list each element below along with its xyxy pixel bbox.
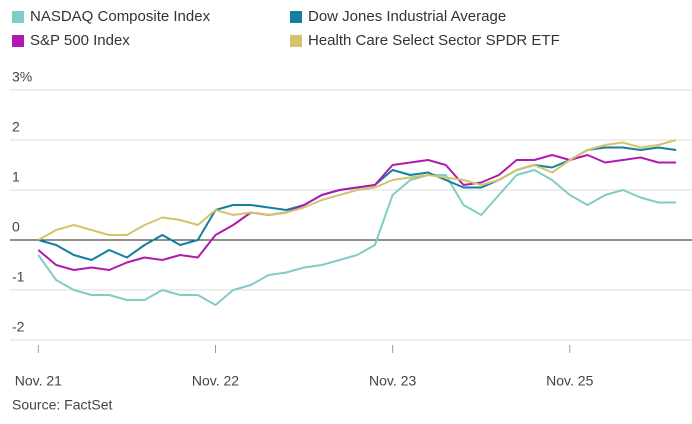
source-note: Source: FactSet <box>12 397 112 413</box>
legend-swatch <box>290 11 302 23</box>
y-tick-label: 2 <box>12 119 20 135</box>
legend-swatch <box>12 35 24 47</box>
legend-label: Health Care Select Sector SPDR ETF <box>308 32 560 49</box>
x-tick-label: Nov. 25 <box>546 373 593 389</box>
series-line <box>38 146 677 261</box>
x-tick-label: Nov. 22 <box>192 373 239 389</box>
legend-label: Dow Jones Industrial Average <box>308 8 506 25</box>
x-tick-label: Nov. 23 <box>369 373 416 389</box>
y-tick-label: 1 <box>12 169 20 185</box>
legend-swatch <box>12 11 24 23</box>
series-line <box>37 139 677 241</box>
y-tick-label: -1 <box>12 269 25 285</box>
y-tick-label: 3% <box>12 69 32 85</box>
legend-swatch <box>290 35 302 47</box>
legend-label: S&P 500 Index <box>30 32 130 49</box>
x-tick-label: Nov. 21 <box>15 373 62 389</box>
series-line <box>37 169 677 306</box>
y-tick-label: 0 <box>12 219 20 235</box>
legend-label: NASDAQ Composite Index <box>30 8 211 25</box>
y-tick-label: -2 <box>12 319 25 335</box>
